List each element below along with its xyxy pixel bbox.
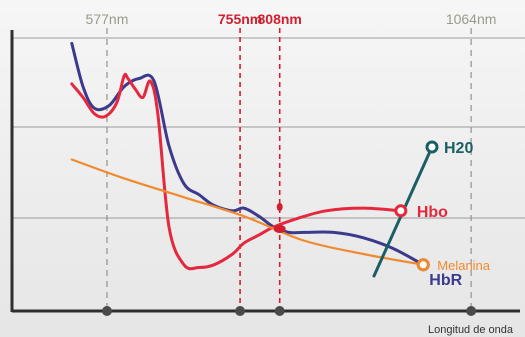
marker-label-755nm: 755nm [218, 11, 262, 27]
series-line-melanina [72, 160, 424, 265]
series-label-melanina: Melanina [437, 258, 491, 273]
marker-dot-577nm [102, 306, 112, 316]
series-label-hbr: HbR [429, 272, 462, 289]
series-end-h20 [427, 142, 437, 152]
marker-dot-1064nm [466, 306, 476, 316]
x-axis-label: Longitud de onda [428, 324, 514, 336]
series-end-melanina [418, 260, 428, 270]
intersection-dot-upper [277, 203, 283, 211]
series-line-hbo [72, 74, 401, 269]
marker-label-577nm: 577nm [86, 11, 129, 27]
series-label-h20: H20 [444, 140, 473, 157]
marker-dot-808nm [275, 306, 285, 316]
series-label-hbo: Hbo [417, 204, 448, 221]
marker-label-808nm: 808nm [258, 11, 302, 27]
series-group [72, 43, 432, 276]
grid-lines [12, 38, 525, 218]
marker-dot-755nm [235, 306, 245, 316]
series-end-hbo [396, 206, 406, 216]
marker-label-1064nm: 1064nm [446, 11, 497, 27]
intersection-dot-lower [274, 225, 286, 233]
